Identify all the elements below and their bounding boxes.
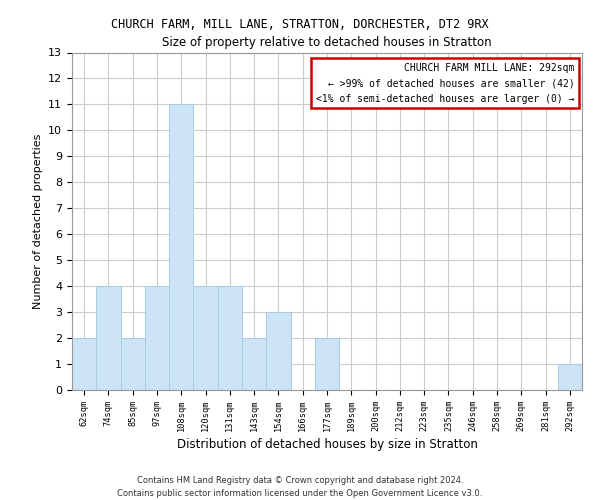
Text: Contains HM Land Registry data © Crown copyright and database right 2024.
Contai: Contains HM Land Registry data © Crown c…: [118, 476, 482, 498]
Bar: [242, 338, 266, 390]
Title: Size of property relative to detached houses in Stratton: Size of property relative to detached ho…: [162, 36, 492, 49]
Bar: [169, 104, 193, 390]
Bar: [96, 286, 121, 390]
Bar: [266, 312, 290, 390]
Y-axis label: Number of detached properties: Number of detached properties: [32, 134, 43, 309]
Bar: [72, 338, 96, 390]
Text: CHURCH FARM MILL LANE: 292sqm
← >99% of detached houses are smaller (42)
<1% of : CHURCH FARM MILL LANE: 292sqm ← >99% of …: [316, 62, 574, 104]
Bar: [145, 286, 169, 390]
Bar: [558, 364, 582, 390]
Bar: [193, 286, 218, 390]
X-axis label: Distribution of detached houses by size in Stratton: Distribution of detached houses by size …: [176, 438, 478, 451]
Text: CHURCH FARM, MILL LANE, STRATTON, DORCHESTER, DT2 9RX: CHURCH FARM, MILL LANE, STRATTON, DORCHE…: [111, 18, 489, 30]
Bar: [121, 338, 145, 390]
Bar: [315, 338, 339, 390]
Bar: [218, 286, 242, 390]
